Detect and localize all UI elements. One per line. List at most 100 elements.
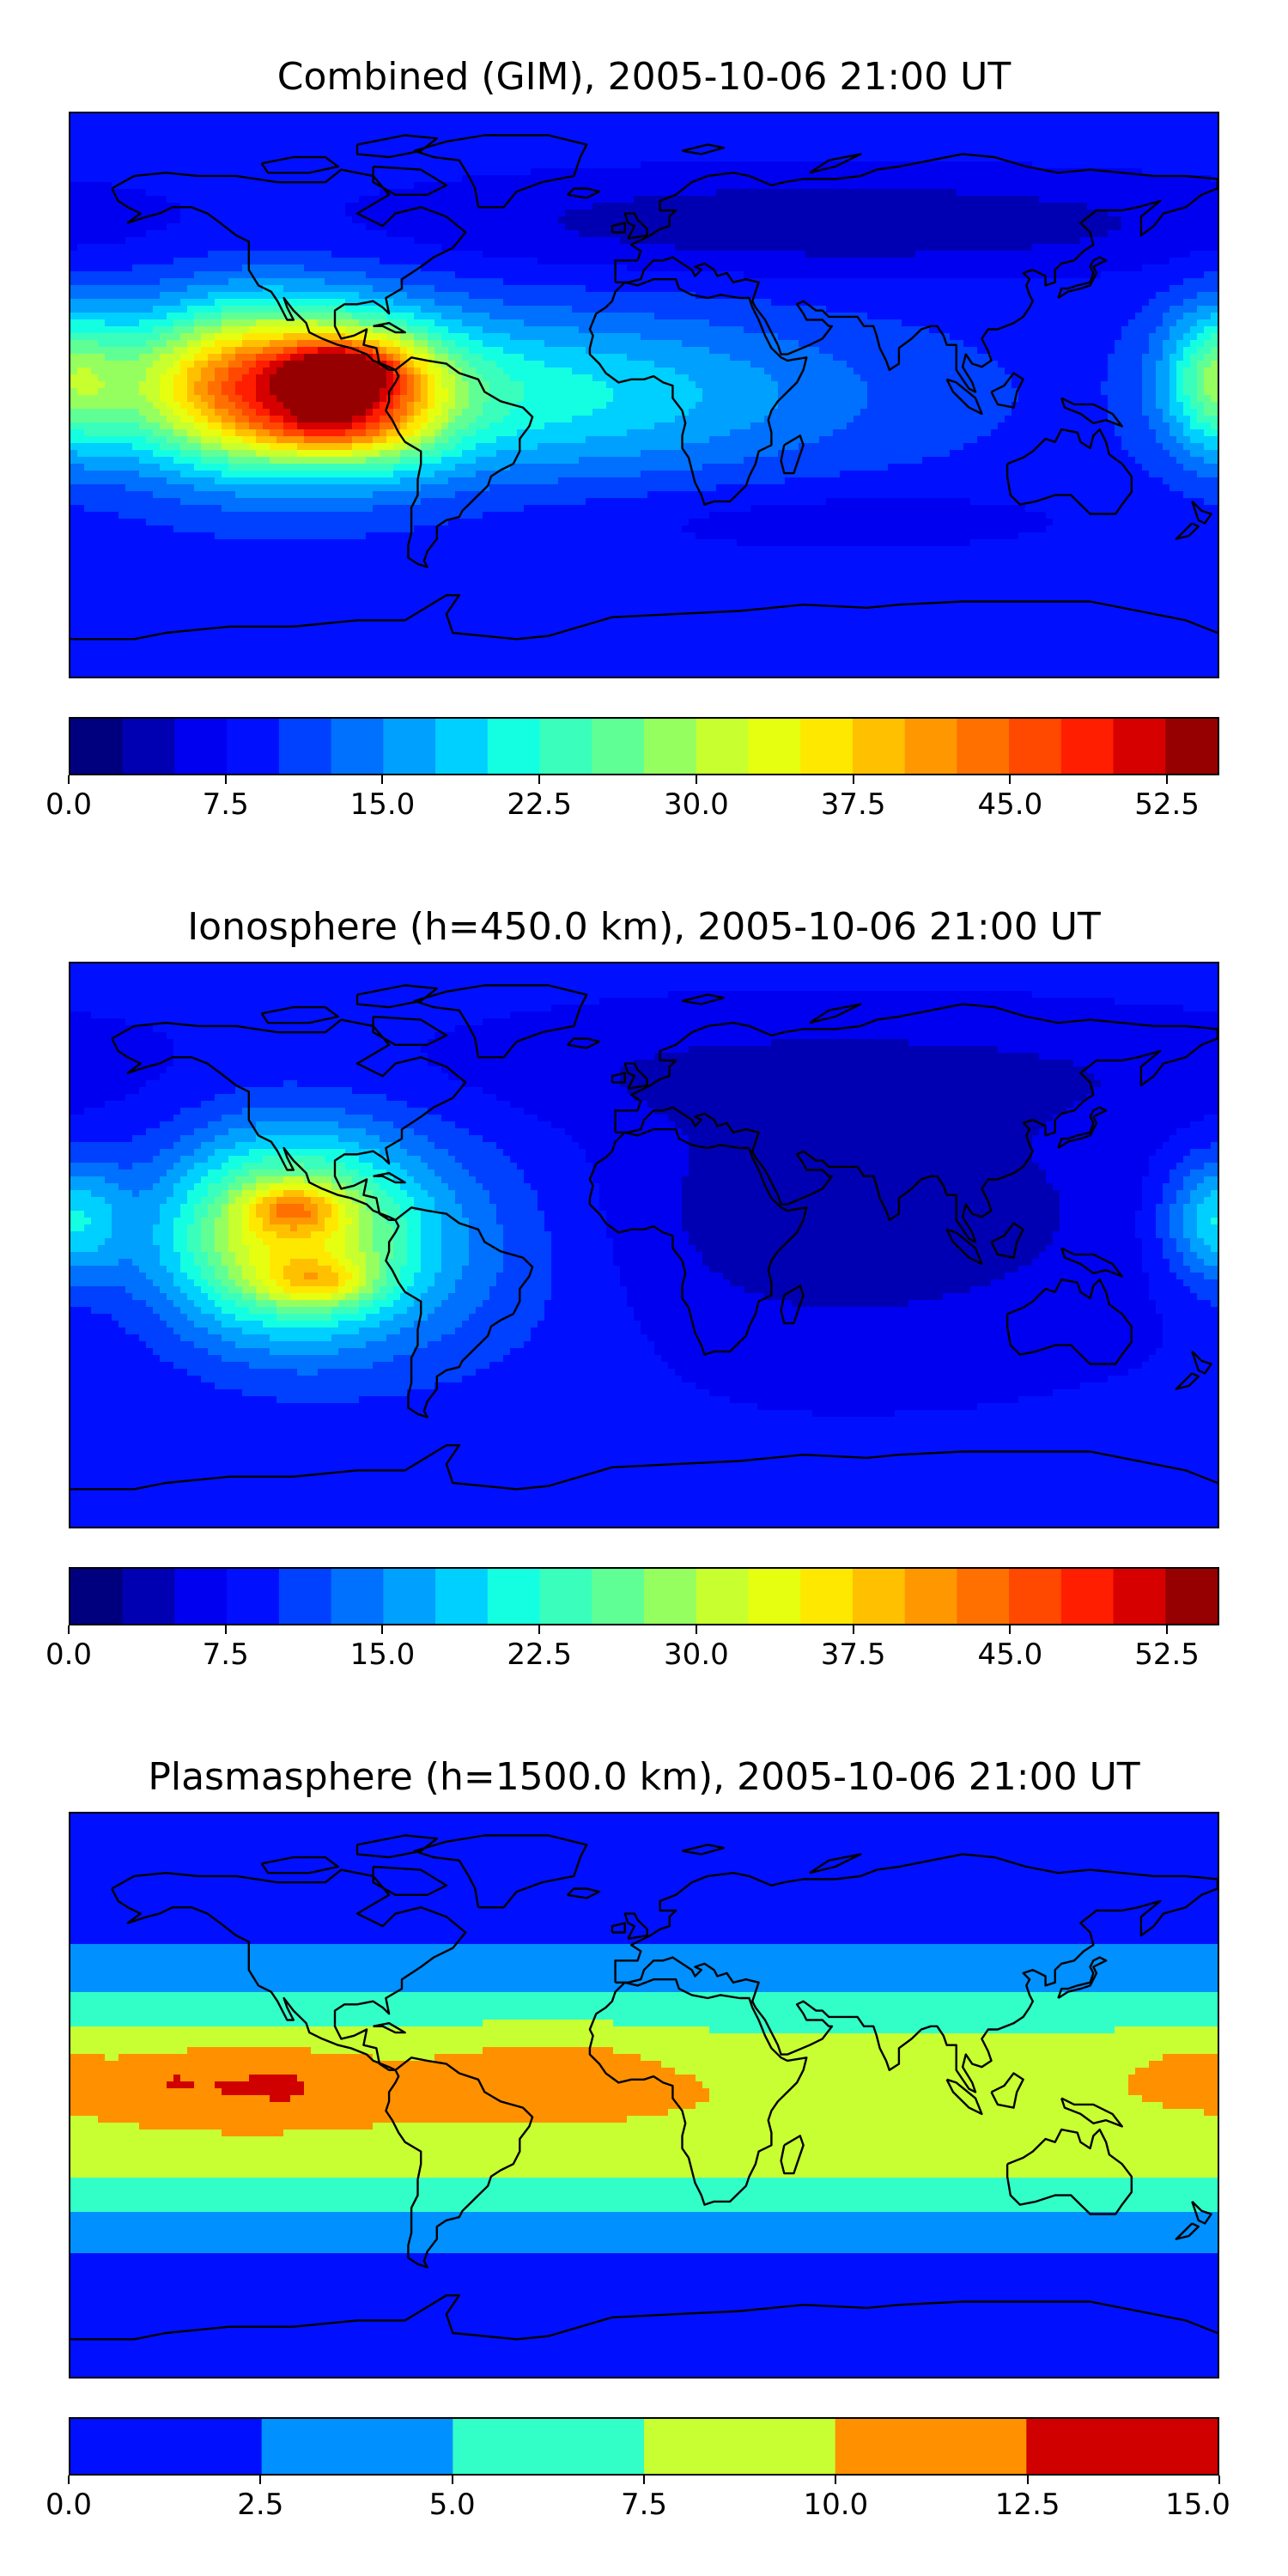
- heatmap-cell: [228, 148, 236, 155]
- heatmap-cell: [957, 251, 964, 258]
- heatmap-cell: [1080, 148, 1088, 155]
- heatmap-cell: [304, 313, 312, 320]
- heatmap-cell: [496, 258, 504, 265]
- heatmap-cell: [510, 203, 518, 210]
- heatmap-cell: [627, 251, 635, 258]
- heatmap-cell: [84, 134, 92, 142]
- heatmap-cell: [125, 306, 133, 313]
- heatmap-cell: [469, 161, 477, 169]
- heatmap-cell: [744, 210, 751, 217]
- heatmap-cell: [1073, 251, 1081, 258]
- heatmap-cell: [558, 141, 566, 149]
- heatmap-cell: [565, 113, 573, 121]
- heatmap-cell: [201, 313, 209, 320]
- heatmap-cell: [476, 196, 483, 204]
- heatmap-cell: [860, 148, 868, 155]
- heatmap-cell: [228, 203, 236, 210]
- heatmap-cell: [675, 244, 683, 252]
- heatmap-cell: [888, 271, 896, 279]
- heatmap-cell: [325, 210, 332, 217]
- heatmap-cell: [1060, 299, 1067, 307]
- heatmap-cell: [812, 264, 820, 272]
- heatmap-cell: [833, 299, 841, 307]
- heatmap-cell: [647, 168, 655, 176]
- heatmap-cell: [462, 203, 470, 210]
- heatmap-cell: [187, 120, 195, 128]
- heatmap-cell: [1080, 285, 1088, 293]
- heatmap-cell: [620, 230, 628, 238]
- heatmap-cell: [860, 141, 868, 149]
- heatmap-cell: [98, 113, 106, 121]
- heatmap-cell: [1005, 223, 1012, 231]
- heatmap-cell: [1101, 244, 1109, 252]
- heatmap-cell: [297, 244, 305, 252]
- heatmap-cell: [929, 196, 937, 204]
- heatmap-cell: [1032, 134, 1040, 142]
- heatmap-cell: [998, 120, 1005, 128]
- heatmap-cell: [558, 264, 566, 272]
- heatmap-cell: [1197, 155, 1205, 162]
- heatmap-cell: [634, 306, 641, 313]
- heatmap-cell: [531, 113, 538, 121]
- heatmap-cell: [840, 285, 848, 293]
- heatmap-cell: [1073, 127, 1081, 135]
- heatmap-cell: [1211, 113, 1218, 121]
- heatmap-cell: [283, 230, 291, 238]
- heatmap-cell: [943, 264, 951, 272]
- heatmap-cell: [970, 155, 978, 162]
- heatmap-cell: [764, 237, 772, 245]
- heatmap-cell: [496, 251, 504, 258]
- heatmap-cell: [551, 120, 559, 128]
- heatmap-cell: [1128, 189, 1136, 197]
- heatmap-cell: [318, 223, 325, 231]
- heatmap-cell: [1060, 189, 1067, 197]
- heatmap-cell: [1183, 134, 1191, 142]
- heatmap-cell: [572, 175, 580, 183]
- heatmap-cell: [579, 196, 586, 204]
- heatmap-cell: [558, 306, 566, 313]
- heatmap-cell: [352, 161, 360, 169]
- heatmap-cell: [785, 168, 793, 176]
- heatmap-cell: [613, 251, 621, 258]
- heatmap-cell: [70, 299, 78, 307]
- heatmap-cell: [222, 271, 229, 279]
- heatmap-cell: [105, 230, 112, 238]
- heatmap-cell: [902, 223, 909, 231]
- heatmap-cell: [421, 141, 428, 149]
- heatmap-cell: [304, 285, 312, 293]
- heatmap-cell: [118, 230, 126, 238]
- heatmap-cell: [469, 306, 477, 313]
- heatmap-cell: [414, 299, 422, 307]
- heatmap-cell: [414, 161, 422, 169]
- heatmap-cell: [1080, 292, 1088, 300]
- heatmap-cell: [647, 210, 655, 217]
- heatmap-cell: [565, 251, 573, 258]
- heatmap-cell: [1115, 292, 1122, 300]
- heatmap-cell: [434, 120, 442, 128]
- heatmap-cell: [441, 292, 449, 300]
- heatmap-cell: [764, 120, 772, 128]
- heatmap-cell: [1211, 223, 1218, 231]
- heatmap-cell: [641, 258, 648, 265]
- heatmap-cell: [187, 168, 195, 176]
- heatmap-cell: [469, 189, 477, 197]
- heatmap-cell: [984, 203, 992, 210]
- heatmap-cell: [627, 168, 635, 176]
- heatmap-cell: [441, 306, 449, 313]
- heatmap-cell: [929, 148, 937, 155]
- heatmap-cell: [483, 127, 490, 135]
- heatmap-cell: [620, 175, 628, 183]
- heatmap-cell: [517, 161, 525, 169]
- heatmap-cell: [1115, 120, 1122, 128]
- heatmap-cell: [489, 264, 497, 272]
- heatmap-cell: [304, 175, 312, 183]
- heatmap-cell: [187, 189, 195, 197]
- heatmap-cell: [325, 189, 332, 197]
- heatmap-cell: [1073, 237, 1081, 245]
- heatmap-cell: [1066, 306, 1074, 313]
- heatmap-cell: [799, 285, 806, 293]
- heatmap-cell: [847, 271, 854, 279]
- heatmap-cell: [592, 141, 600, 149]
- heatmap-cell: [1142, 113, 1150, 121]
- heatmap-cell: [984, 230, 992, 238]
